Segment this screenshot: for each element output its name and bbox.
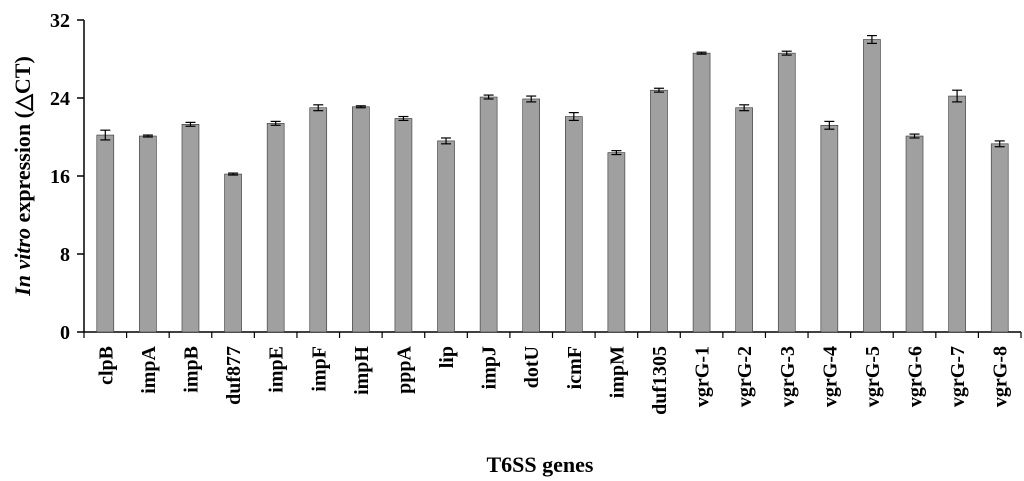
x-tick-label-impH: impH	[351, 346, 373, 395]
x-tick-label-duf1305: duf1305	[649, 346, 671, 415]
x-tick-label-vgrG-7: vgrG-7	[947, 346, 969, 407]
bar-lip	[437, 140, 455, 333]
bar-pppA	[394, 118, 413, 333]
x-tick-label-lip: lip	[436, 346, 458, 368]
x-tick-label-pppA: pppA	[393, 345, 415, 393]
y-axis-title-italic: In vitro	[10, 228, 35, 297]
bar-impE	[266, 123, 285, 333]
y-tick-label: 8	[60, 244, 70, 266]
x-tick-labels: clpB impA impB duf877 impE impF impH pppA lip imp…	[95, 345, 1011, 414]
bar-vgrG-5	[863, 39, 881, 333]
x-tick-label-clpB: clpB	[95, 346, 117, 385]
x-tick-label-impA: impA	[138, 345, 160, 393]
x-tick-label-vgrG-8: vgrG-8	[990, 346, 1012, 407]
bar-vgrG-8	[990, 143, 1009, 333]
x-tick-label-impB: impB	[180, 346, 202, 393]
bar-impB	[181, 124, 200, 333]
bar-vgrG-1	[692, 52, 711, 333]
x-tick-label-impE: impE	[266, 346, 288, 393]
x-tick-label-dotU: dotU	[521, 346, 543, 388]
bar-vgrG-7	[948, 95, 966, 333]
y-axis-title-rest: expression (△CT)	[10, 56, 35, 228]
bar-dotU	[522, 98, 541, 333]
x-tick-label-icmF: icmF	[564, 346, 586, 389]
bar-vgrG-2	[735, 107, 753, 333]
x-tick-label-vgrG-2: vgrG-2	[734, 346, 756, 407]
x-tick-label-impM: impM	[606, 346, 628, 398]
bar-impJ	[479, 96, 498, 333]
bar-impH	[352, 106, 370, 333]
x-tick-label-vgrG-1: vgrG-1	[692, 346, 714, 407]
bar-impA	[139, 135, 157, 333]
x-tick-label-impF: impF	[308, 346, 330, 392]
x-tick-label-duf877: duf877	[223, 346, 245, 405]
bars-group	[96, 34, 1009, 333]
x-tick-label-vgrG-3: vgrG-3	[777, 346, 799, 407]
bar-impM	[607, 152, 626, 333]
x-tick-label-vgrG-4: vgrG-4	[819, 346, 841, 407]
bar-vgrG-6	[905, 135, 924, 333]
y-tick-label: 32	[50, 10, 70, 32]
x-tick-label-impJ: impJ	[479, 346, 501, 389]
y-tick-label: 0	[60, 322, 70, 344]
bar-icmF	[564, 116, 583, 333]
x-axis-title: T6SS genes	[487, 452, 594, 477]
bar-duf1305	[650, 89, 668, 333]
bar-vgrG-4	[820, 125, 839, 333]
x-tick-label-vgrG-5: vgrG-5	[862, 346, 884, 407]
y-tick-label: 24	[50, 88, 70, 110]
bar-vgrG-3	[777, 52, 796, 333]
bar-clpB	[96, 134, 115, 333]
x-tick-label-vgrG-6: vgrG-6	[905, 346, 927, 407]
y-tick-label: 16	[50, 166, 70, 188]
bar-duf877	[224, 173, 242, 333]
bar-impF	[309, 107, 328, 333]
y-axis-title: In vitro expression (△CT)	[10, 56, 35, 297]
